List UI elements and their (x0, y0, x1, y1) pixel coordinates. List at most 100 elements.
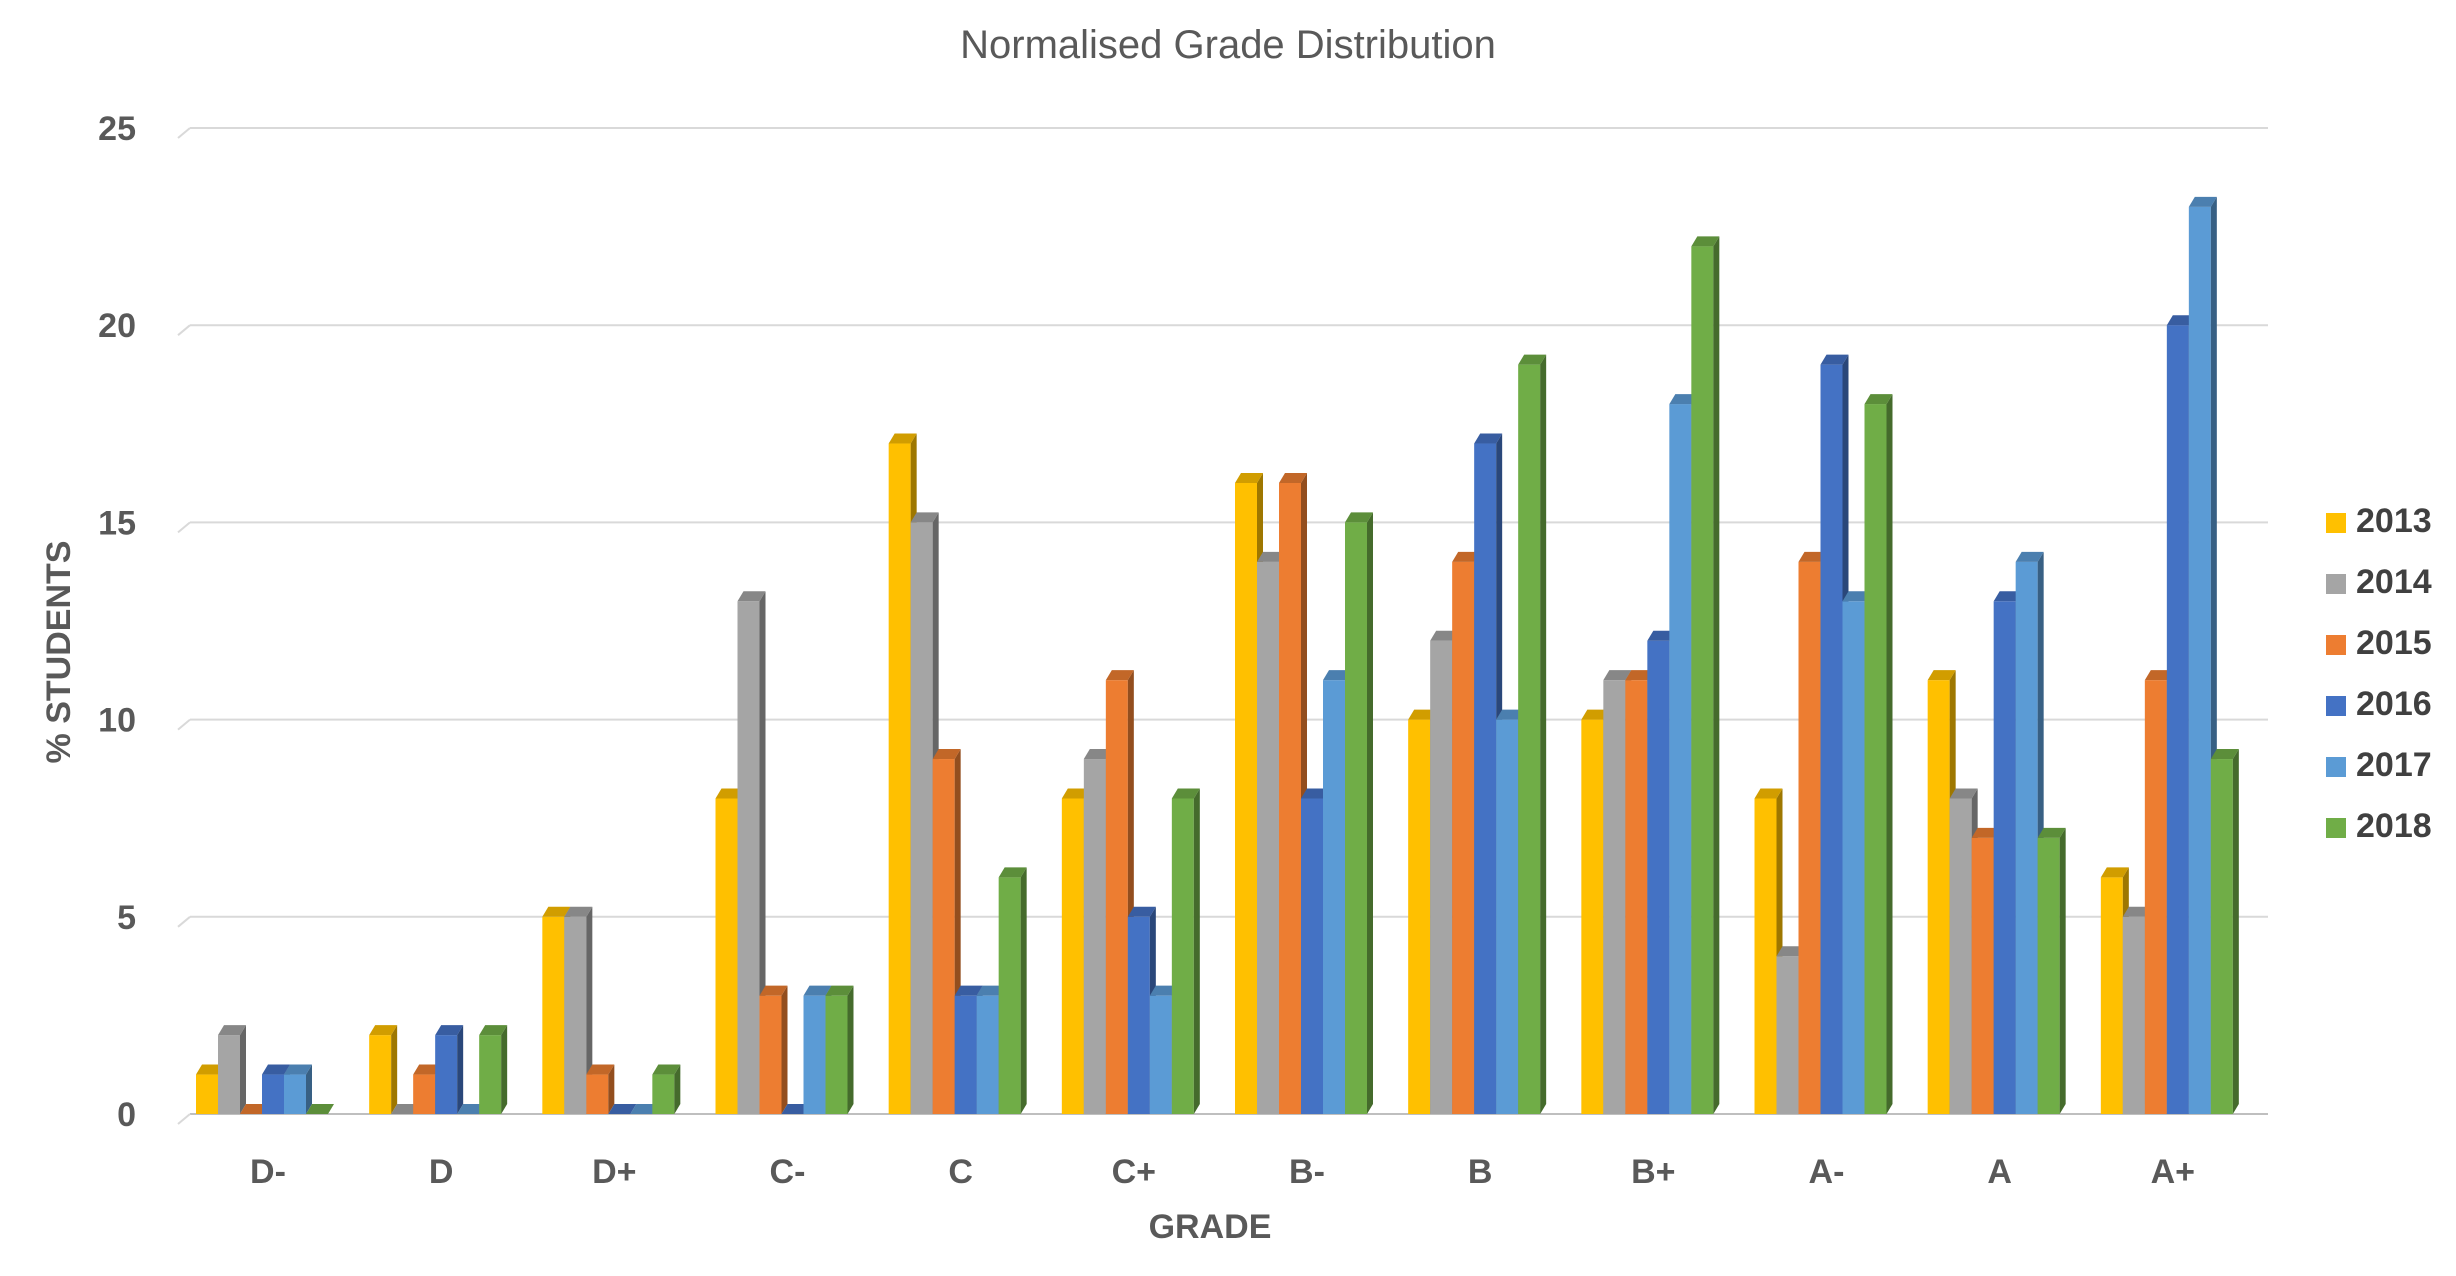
bar-side (586, 906, 593, 1114)
bar-D-2017 (457, 1104, 486, 1114)
bar-top (1430, 630, 1459, 641)
x-tick-label: B- (1289, 1153, 1325, 1191)
bar-C--2014 (737, 591, 766, 1114)
bar-A--2018 (1864, 394, 1893, 1115)
bar-front (435, 1035, 458, 1114)
bar-C--2018 (825, 985, 854, 1114)
bar-top (262, 1064, 290, 1075)
bar-front (1279, 482, 1301, 1115)
legend-label: 2016 (2356, 685, 2432, 723)
bar-top (1452, 551, 1481, 562)
bar-top (652, 1064, 681, 1075)
y-tick-label: 15 (98, 504, 136, 542)
bar-front (2144, 680, 2167, 1114)
gridline-depth (177, 718, 191, 731)
x-tick-label: B+ (1631, 1153, 1675, 1191)
x-tick-label: A+ (2151, 1153, 2195, 1191)
bar-front (1776, 956, 1799, 1114)
bar-front (2015, 561, 2038, 1114)
legend-swatch (2326, 574, 2346, 594)
bar-top (391, 1104, 420, 1114)
bar-front (1408, 719, 1431, 1114)
bar-top (976, 985, 1005, 996)
bar-C+-2018 (1171, 788, 1200, 1114)
bar-front (1993, 601, 2016, 1114)
bar-top (1927, 670, 1956, 681)
legend-item-2016: 2016 (2326, 685, 2432, 723)
bar-top (1474, 433, 1503, 444)
bar-front (1754, 798, 1777, 1114)
bar-front (1603, 680, 1626, 1114)
legend: 2013 2014 2015 2016 2017 2018 (2326, 502, 2432, 845)
bar-top (586, 1064, 615, 1075)
bar-top (2188, 196, 2217, 207)
bar-D-2013 (369, 1025, 398, 1114)
bar-top (284, 1064, 312, 1075)
bar-front (564, 916, 587, 1114)
y-tick-label: 20 (98, 307, 136, 345)
bar-front (1171, 798, 1194, 1114)
bar-top (932, 749, 961, 760)
bar-front (1127, 916, 1150, 1114)
bar-D--2018 (306, 1104, 334, 1114)
bar-front (1949, 798, 1972, 1114)
bar-front (998, 877, 1021, 1114)
bar-front (1820, 364, 1843, 1114)
bar-front (1430, 640, 1453, 1114)
bar-top (803, 985, 832, 996)
bar-side (2232, 749, 2239, 1114)
bar-front (1323, 680, 1345, 1114)
bar-front (1301, 798, 1323, 1114)
bar-top (1083, 749, 1112, 760)
bar-front (1105, 680, 1128, 1114)
bar-D+-2018 (652, 1064, 681, 1114)
bar-front (1452, 561, 1475, 1114)
bar-top (1776, 946, 1805, 957)
bar-top (1496, 709, 1525, 720)
bar-top (1518, 354, 1547, 365)
bar-top (2037, 827, 2066, 838)
bar-top (1625, 670, 1654, 681)
bar-top (2100, 867, 2129, 878)
bar-front (1971, 837, 1994, 1114)
bar-top (435, 1025, 464, 1036)
bar-top (1864, 394, 1893, 405)
bar-front (542, 916, 565, 1114)
bar-A-2018 (2037, 827, 2066, 1114)
bar-front (954, 995, 977, 1114)
bar-D+-2017 (630, 1104, 659, 1114)
legend-swatch (2326, 818, 2346, 838)
bar-front (262, 1074, 284, 1114)
bar-top (1323, 670, 1351, 681)
bar-top (888, 433, 917, 444)
bar-side (608, 1064, 615, 1114)
bar-front (888, 443, 911, 1114)
legend-item-2015: 2015 (2326, 624, 2432, 662)
y-tick-label: 10 (98, 702, 136, 740)
bar-side (306, 1064, 312, 1114)
bar-front (2100, 877, 2123, 1114)
bar-top (715, 788, 744, 799)
bar-front (218, 1035, 240, 1114)
bar-top (413, 1064, 442, 1075)
bar-side (1367, 512, 1373, 1114)
x-tick-label: C (948, 1153, 973, 1191)
bar-top (1171, 788, 1200, 799)
bar-front (2166, 325, 2189, 1114)
bar-side (1020, 867, 1027, 1114)
bar-top (369, 1025, 398, 1036)
bar-side (457, 1025, 464, 1114)
bar-side (1886, 394, 1893, 1115)
legend-label: 2015 (2356, 624, 2432, 662)
bar-D--2015 (240, 1104, 268, 1114)
bar-front (1474, 443, 1497, 1114)
bar-front (586, 1074, 609, 1114)
bar-top (737, 591, 766, 602)
legend-swatch (2326, 696, 2346, 716)
bar-front (2122, 916, 2145, 1114)
bar-front (196, 1074, 218, 1114)
bar-D+-2015 (586, 1064, 615, 1114)
bar-front (1864, 404, 1887, 1115)
y-tick-label: 5 (117, 899, 136, 937)
bar-top (1149, 985, 1178, 996)
